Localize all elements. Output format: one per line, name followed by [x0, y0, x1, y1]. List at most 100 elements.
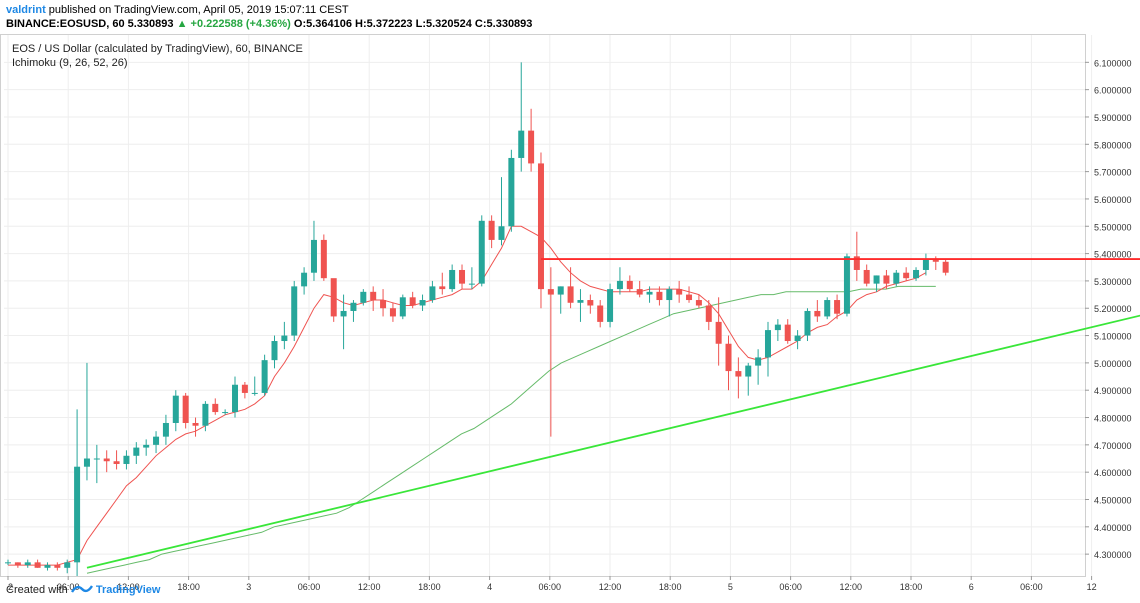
- publish-header: valdrint published on TradingView.com, A…: [6, 3, 349, 17]
- x-tick-label: 12:00: [358, 582, 381, 592]
- tradingview-brand[interactable]: TradingView: [95, 584, 161, 596]
- candle-body: [113, 461, 120, 464]
- author-name[interactable]: valdrint: [6, 4, 46, 16]
- candle-body: [192, 422, 199, 426]
- plot-frame: [0, 34, 1086, 577]
- x-tick-label: 18:00: [418, 582, 441, 592]
- candle-body: [873, 275, 880, 284]
- candle-body: [212, 403, 219, 413]
- candle-body: [567, 286, 574, 303]
- y-tick-label: 4.700000: [1094, 441, 1132, 451]
- candle-body: [755, 357, 762, 366]
- x-tick-label: 12:00: [117, 582, 140, 592]
- candle-body: [399, 297, 406, 317]
- candle-body: [271, 341, 278, 361]
- candle-body: [350, 302, 357, 311]
- candle-body: [232, 384, 239, 413]
- y-tick-label: 6.100000: [1094, 58, 1132, 68]
- candle-body: [863, 269, 870, 284]
- candle-body: [261, 360, 268, 393]
- candle-body: [44, 565, 51, 568]
- x-tick-label: 4: [487, 582, 492, 592]
- candle-body: [804, 310, 811, 336]
- ohlc-values: O:5.364106 H:5.372223 L:5.320524 C:5.330…: [293, 18, 533, 30]
- candle-body: [547, 289, 554, 295]
- candle-body: [508, 157, 515, 227]
- candle-body: [745, 365, 752, 377]
- y-tick-label: 5.300000: [1094, 277, 1132, 287]
- y-tick-label: 4.400000: [1094, 523, 1132, 533]
- x-tick-label: 18:00: [900, 582, 923, 592]
- candle-body: [488, 220, 495, 240]
- candle-body: [449, 269, 456, 290]
- candle-body: [764, 330, 771, 358]
- candle-body: [340, 310, 347, 317]
- y-tick-label: 4.900000: [1094, 386, 1132, 396]
- created-with-label: Created with: [6, 584, 68, 596]
- candle-body: [932, 259, 939, 262]
- x-tick-label: 12:00: [599, 582, 622, 592]
- candle-body: [251, 392, 258, 394]
- candle-body: [656, 291, 663, 301]
- x-tick-label: 2: [8, 582, 13, 592]
- tenkan-line: [8, 225, 927, 566]
- candle-body: [518, 130, 525, 158]
- y-tick-label: 5.600000: [1094, 195, 1132, 205]
- legend-title: EOS / US Dollar (calculated by TradingVi…: [12, 43, 303, 55]
- candle-body: [784, 324, 791, 342]
- x-tick-label: 06:00: [57, 582, 80, 592]
- y-tick-label: 5.500000: [1094, 222, 1132, 232]
- candle-body: [143, 444, 150, 448]
- candle-body: [241, 384, 248, 393]
- candle-body: [913, 269, 920, 279]
- x-tick-label: 06:00: [298, 582, 321, 592]
- publish-info: published on TradingView.com, April 05, …: [48, 4, 349, 16]
- candle-body: [824, 300, 831, 317]
- symbol-label: BINANCE:EOSUSD, 60: [6, 18, 125, 30]
- legend-indicator: Ichimoku (9, 26, 52, 26): [12, 57, 128, 69]
- candle-body: [202, 403, 209, 426]
- candle-body: [64, 562, 71, 568]
- y-tick-label: 5.000000: [1094, 359, 1132, 369]
- candle-body: [320, 239, 327, 279]
- candle-body: [498, 226, 505, 240]
- candle-body: [834, 300, 841, 314]
- candle-body: [24, 562, 31, 566]
- x-tick-label: 06:00: [539, 582, 562, 592]
- candle-body: [162, 422, 169, 437]
- candle-body: [607, 289, 614, 322]
- price-change: ▲ +0.222588 (+4.36%): [176, 18, 291, 30]
- candle-body: [360, 291, 367, 303]
- candle-body: [5, 562, 11, 564]
- candle-body: [774, 324, 781, 331]
- candle-body: [330, 278, 337, 317]
- y-tick-label: 5.400000: [1094, 250, 1132, 260]
- support-trendline: [86, 314, 1140, 569]
- candle-body: [587, 300, 594, 306]
- candle-body: [459, 269, 466, 284]
- x-tick-label: 3: [246, 582, 251, 592]
- symbol-bar: BINANCE:EOSUSD, 60 5.330893 ▲ +0.222588 …: [6, 17, 532, 31]
- candle-body: [528, 130, 535, 164]
- y-tick-label: 5.100000: [1094, 332, 1132, 342]
- candle-body: [922, 259, 929, 270]
- x-tick-label: 18:00: [659, 582, 682, 592]
- candle-body: [646, 291, 653, 295]
- x-tick-label: 5: [728, 582, 733, 592]
- candle-body: [310, 239, 317, 273]
- candle-body: [705, 305, 712, 322]
- y-tick-label: 5.200000: [1094, 304, 1132, 314]
- x-tick-label: 12:00: [840, 582, 863, 592]
- candle-body: [54, 565, 61, 568]
- y-tick-label: 5.800000: [1094, 140, 1132, 150]
- candle-body: [715, 321, 722, 344]
- y-tick-label: 5.900000: [1094, 113, 1132, 123]
- candle-body: [222, 412, 229, 414]
- x-tick-label: 6: [969, 582, 974, 592]
- candle-body: [725, 343, 732, 372]
- y-tick-label: 4.300000: [1094, 550, 1132, 560]
- candle-body: [942, 261, 949, 273]
- candle-body: [419, 300, 426, 306]
- candle-body: [153, 436, 160, 445]
